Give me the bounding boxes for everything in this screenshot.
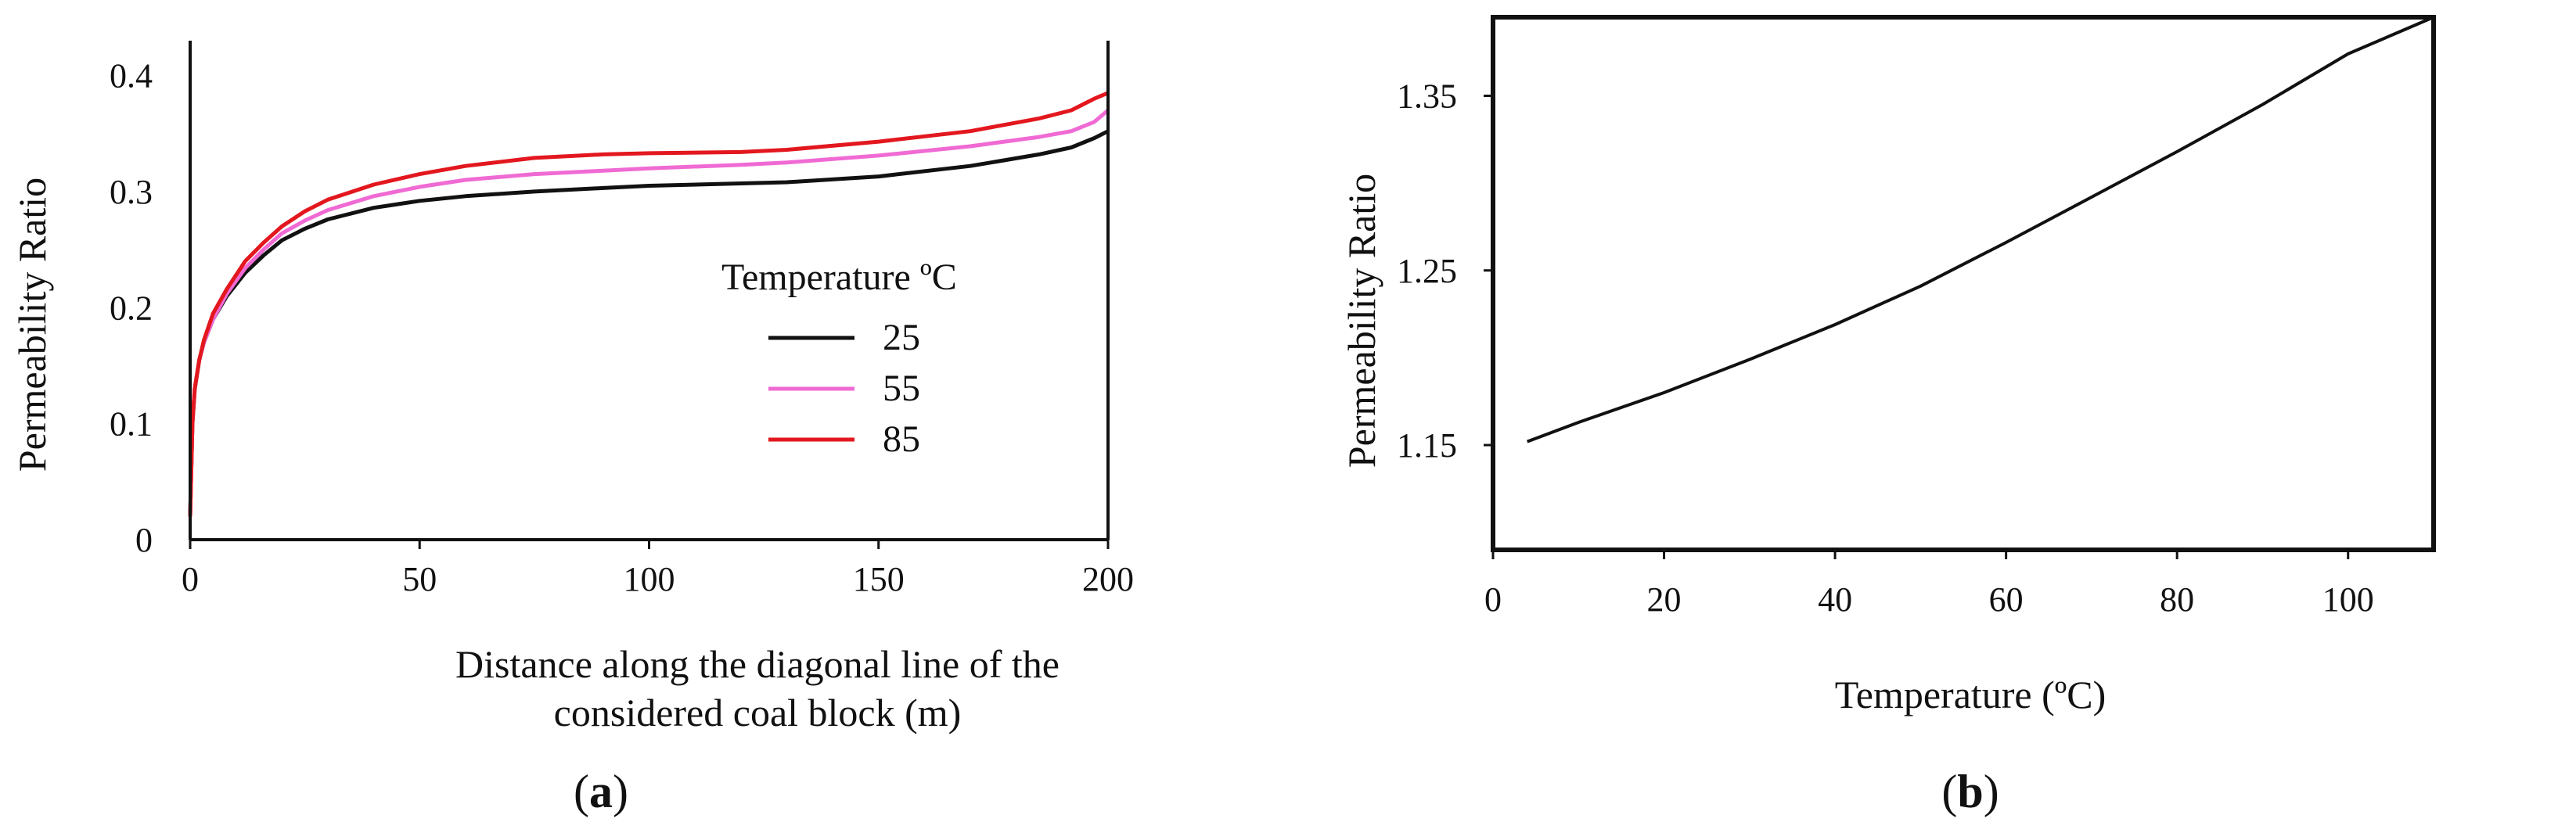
panel-a-xtick-label: 50	[402, 560, 437, 598]
legend-label-55: 55	[883, 368, 920, 409]
panel-b-xtick-label: 80	[2160, 580, 2194, 619]
series-line-25	[188, 129, 1110, 517]
panel-b-ytick-label: 1.15	[1397, 426, 1457, 465]
panel-b-xtick-label: 100	[2322, 580, 2374, 619]
panel-a-ytick-label: 0.1	[110, 405, 153, 443]
legend-title: Temperature ºC	[721, 257, 957, 298]
panel-a-legend: Temperature ºC 25 55 85	[721, 257, 957, 460]
panel-a-ylabel: Permeability Ratio	[10, 178, 54, 472]
panel-b-ytick-label: 1.25	[1397, 252, 1457, 290]
series-line-temperature	[1526, 16, 2434, 443]
panel-b-ytick-label: 1.35	[1397, 77, 1457, 115]
panel-b-xtick-label: 40	[1818, 580, 1852, 619]
panel-b-frame	[1491, 15, 2436, 552]
legend-label-25: 25	[883, 317, 920, 358]
panel-a-label: (a)	[574, 766, 628, 817]
series-line-55	[188, 109, 1110, 517]
panel-a-chart: 0 50 100 150 200 0 0.1 0.2 0.3 0.4 Permeability …	[10, 41, 1134, 817]
panel-a-xlabel-line2: considered coal block (m)	[554, 691, 962, 734]
panel-b-xlabel: Temperature (ºC)	[1835, 673, 2106, 716]
panel-b-xtick-label: 60	[1989, 580, 2024, 619]
panel-a-ytick-label: 0.2	[110, 289, 153, 327]
panel-a-xlabel-line1: Distance along the diagonal line of the	[455, 642, 1060, 686]
series-line-85	[188, 91, 1109, 517]
panel-a-xtick-label: 0	[182, 560, 199, 598]
panel-b-ylabel: Permeability Ratio	[1340, 174, 1383, 468]
panel-b-xtick-label: 20	[1647, 580, 1682, 619]
legend-label-85: 85	[883, 418, 920, 460]
panel-a-ytick-label: 0.3	[110, 173, 153, 211]
panel-a-xtick-label: 200	[1082, 560, 1134, 598]
panel-a-xtick-label: 150	[853, 560, 905, 598]
panel-a-ytick-label: 0	[135, 521, 153, 559]
panel-b-chart: 0 20 40 60 80 100 1.15 1.25 1.35 Permeability R…	[1340, 15, 2436, 817]
panel-b-xtick-label: 0	[1484, 580, 1502, 619]
panel-a-ytick-label: 0.4	[110, 57, 153, 95]
panel-b-label: (b)	[1941, 766, 1999, 817]
panel-a-xtick-label: 100	[624, 560, 675, 598]
